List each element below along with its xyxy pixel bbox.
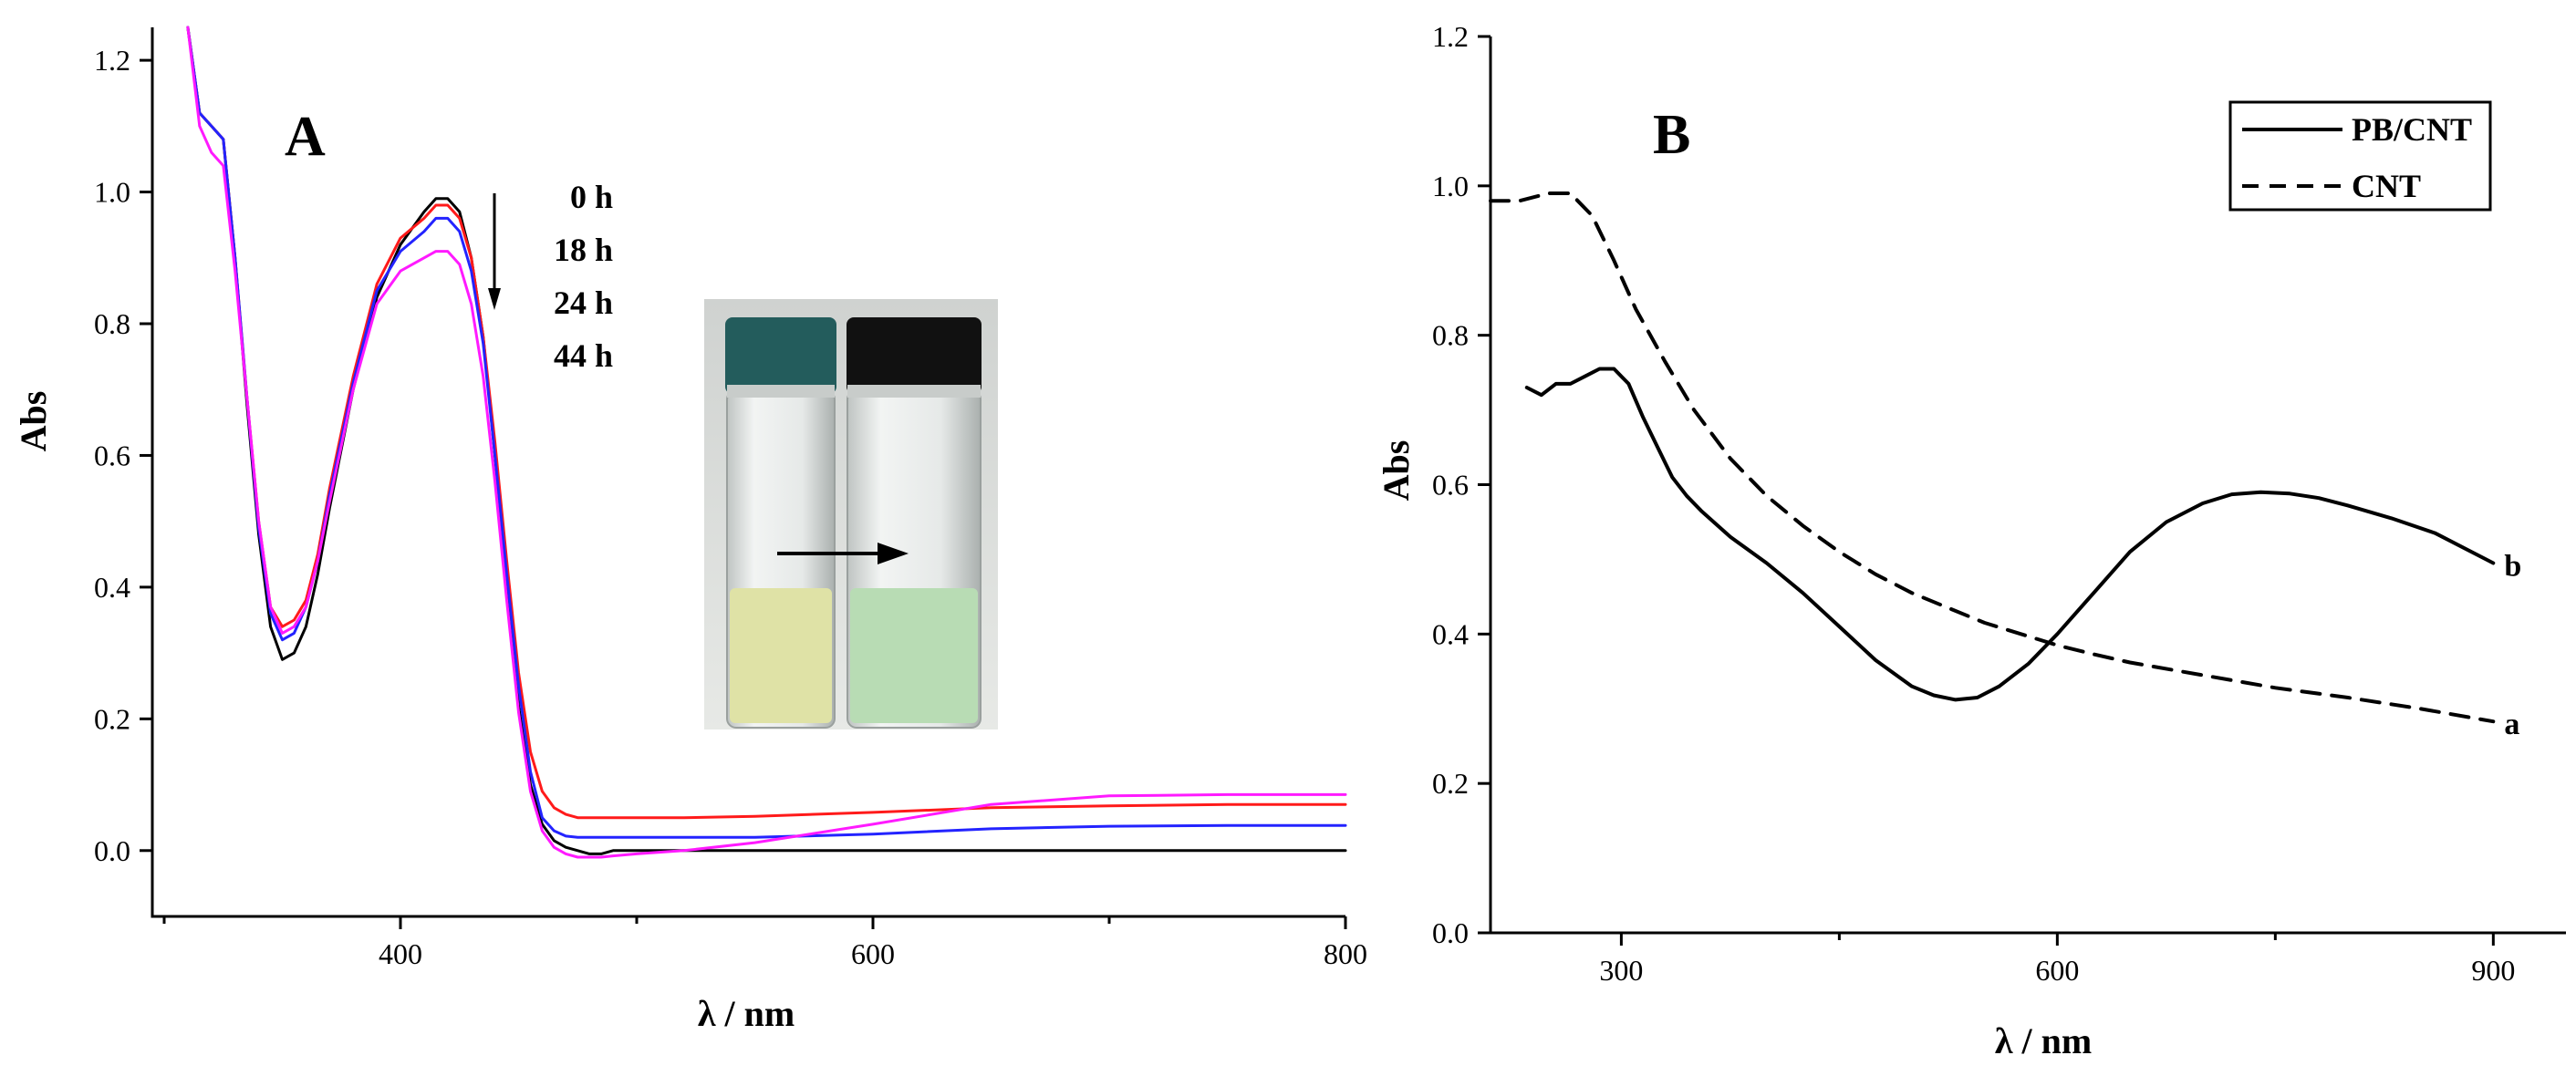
panel-a-x-tick-label: 400 <box>379 937 422 970</box>
panel-b-curves: ba <box>1489 191 2521 741</box>
panel-b-curve-label-a: a <box>2504 708 2519 741</box>
legend-box <box>2228 100 2492 212</box>
legend-pbcnt: PB/CNT <box>2352 111 2472 148</box>
panel-a-y-tick-label: 0.4 <box>94 571 130 604</box>
panel-b-y-tick-label: 1.2 <box>1432 20 1469 53</box>
decreasing-arrow-icon <box>488 288 501 310</box>
legend-0h: 0 h <box>570 179 613 215</box>
panel-a-y-tick-label: 0.0 <box>94 834 130 867</box>
panel-a-x-tick-label: 600 <box>851 937 895 970</box>
panel-b-curve-label-b: b <box>2504 550 2521 584</box>
panel-a-y-tick-label: 0.6 <box>94 439 130 471</box>
panel-b-x-tick-label: 300 <box>1599 954 1643 987</box>
panel-b-y-tick-label: 0.8 <box>1432 319 1469 352</box>
panel-b-y-tick-label: 0.6 <box>1432 469 1469 502</box>
inset-arrow-icon <box>878 543 909 564</box>
legend-cnt: CNT <box>2352 168 2421 204</box>
panel-a-y-tick-label: 0.8 <box>94 307 130 340</box>
inset-vial-photo <box>704 299 998 729</box>
panel-a-y-tick-label: 1.0 <box>94 176 130 209</box>
panel-a-curves <box>186 26 1347 859</box>
panel-a-y-tick-label: 0.2 <box>94 702 130 735</box>
legend-24h: 24 h <box>554 285 613 321</box>
panel-b-ticks: 0.0 0.2 0.4 0.6 0.8 1.0 1.2 300 600 900 <box>1432 20 2515 987</box>
liquid-right <box>850 588 978 723</box>
panel-a-x-axis-title: λ / nm <box>698 993 795 1034</box>
panel-a-ticks: 0.0 0.2 0.4 0.6 0.8 1.0 1.2 400 600 800 <box>94 44 1367 970</box>
panel-b-x-axis-title: λ / nm <box>1995 1020 2092 1061</box>
vial-right <box>847 317 982 729</box>
panel-b-y-tick-label: 0.2 <box>1432 767 1469 800</box>
panel-b-legend: PB/CNT CNT <box>2228 100 2492 212</box>
vial-left <box>725 317 836 729</box>
legend-18h: 18 h <box>554 232 613 268</box>
cap-right <box>847 317 982 394</box>
panel-b-y-axis-title: Abs <box>1376 440 1417 502</box>
panel-b-x-tick-label: 900 <box>2471 954 2515 987</box>
panel-a-y-tick-label: 1.2 <box>94 44 130 77</box>
panel-b-y-tick-label: 0.0 <box>1432 916 1469 949</box>
panel-b-y-tick-label: 0.4 <box>1432 617 1469 650</box>
panel-b-letter: B <box>1653 104 1690 166</box>
panel-a-series-44-h <box>186 26 1347 859</box>
panel-a-letter: A <box>285 106 326 168</box>
panel-b-series-cnt <box>1489 191 2496 724</box>
panel-a: 0.0 0.2 0.4 0.6 0.8 1.0 1.2 400 600 800 A Abs λ /… <box>13 26 1367 1034</box>
legend-44h: 44 h <box>554 337 613 374</box>
cap-left <box>725 317 836 394</box>
liquid-left <box>730 588 832 723</box>
panel-a-x-tick-label: 800 <box>1324 937 1367 970</box>
panel-b-series-pb-cnt <box>1524 367 2496 702</box>
panel-b-y-tick-label: 1.0 <box>1432 170 1469 202</box>
panel-a-y-axis-title: Abs <box>13 391 54 452</box>
panel-a-time-legend: 0 h 18 h 24 h 44 h <box>488 179 613 374</box>
panel-b-x-tick-label: 600 <box>2035 954 2079 987</box>
